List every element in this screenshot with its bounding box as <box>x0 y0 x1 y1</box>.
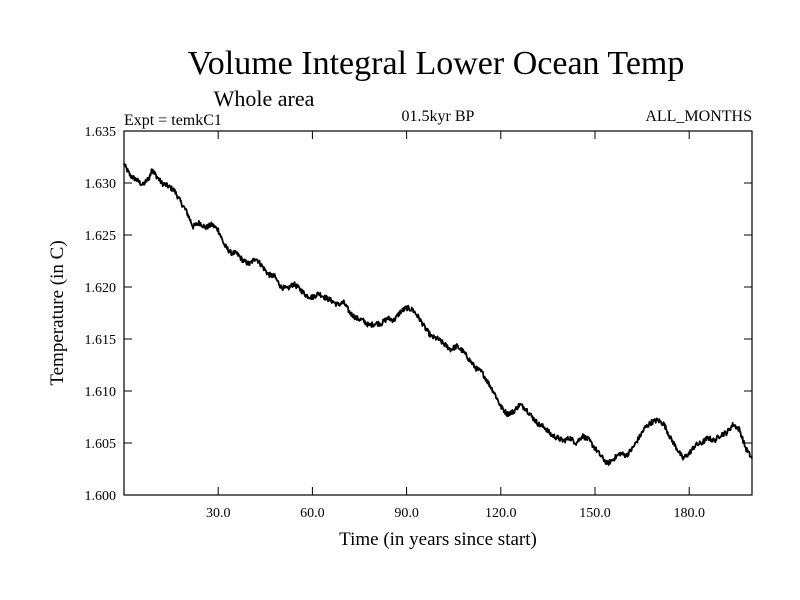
months-label: ALL_MONTHS <box>645 108 752 125</box>
y-tick-label: 1.610 <box>85 385 117 400</box>
x-tick-label: 180.0 <box>673 506 705 521</box>
temperature-series-line <box>123 163 753 467</box>
y-tick-label: 1.605 <box>85 437 117 452</box>
x-tick-label: 30.0 <box>206 506 231 521</box>
y-axis-label: Temperature (in C) <box>47 240 68 385</box>
y-tick-label: 1.620 <box>85 281 117 296</box>
plot-frame <box>123 130 753 496</box>
x-tick-label: 150.0 <box>579 506 611 521</box>
y-tick-label: 1.635 <box>85 125 117 140</box>
x-axis-label: Time (in years since start) <box>339 529 537 550</box>
y-axis-ticks: 1.600 1.605 1.610 1.615 1.620 1.625 1.630 1.635 <box>85 125 752 504</box>
x-tick-label: 60.0 <box>300 506 325 521</box>
y-tick-label: 1.630 <box>85 177 117 192</box>
chart-subtitle: Whole area <box>214 86 315 111</box>
chart-title: Volume Integral Lower Ocean Temp <box>188 45 685 82</box>
experiment-label: Expt = temkC1 <box>124 112 222 129</box>
y-tick-label: 1.625 <box>85 229 117 244</box>
period-label: 01.5kyr BP <box>402 108 475 125</box>
x-tick-label: 90.0 <box>394 506 419 521</box>
x-axis-ticks: 30.0 60.0 90.0 120.0 150.0 180.0 <box>206 131 705 521</box>
y-tick-label: 1.615 <box>85 333 117 348</box>
x-tick-label: 120.0 <box>485 506 517 521</box>
y-tick-label: 1.600 <box>85 489 117 504</box>
